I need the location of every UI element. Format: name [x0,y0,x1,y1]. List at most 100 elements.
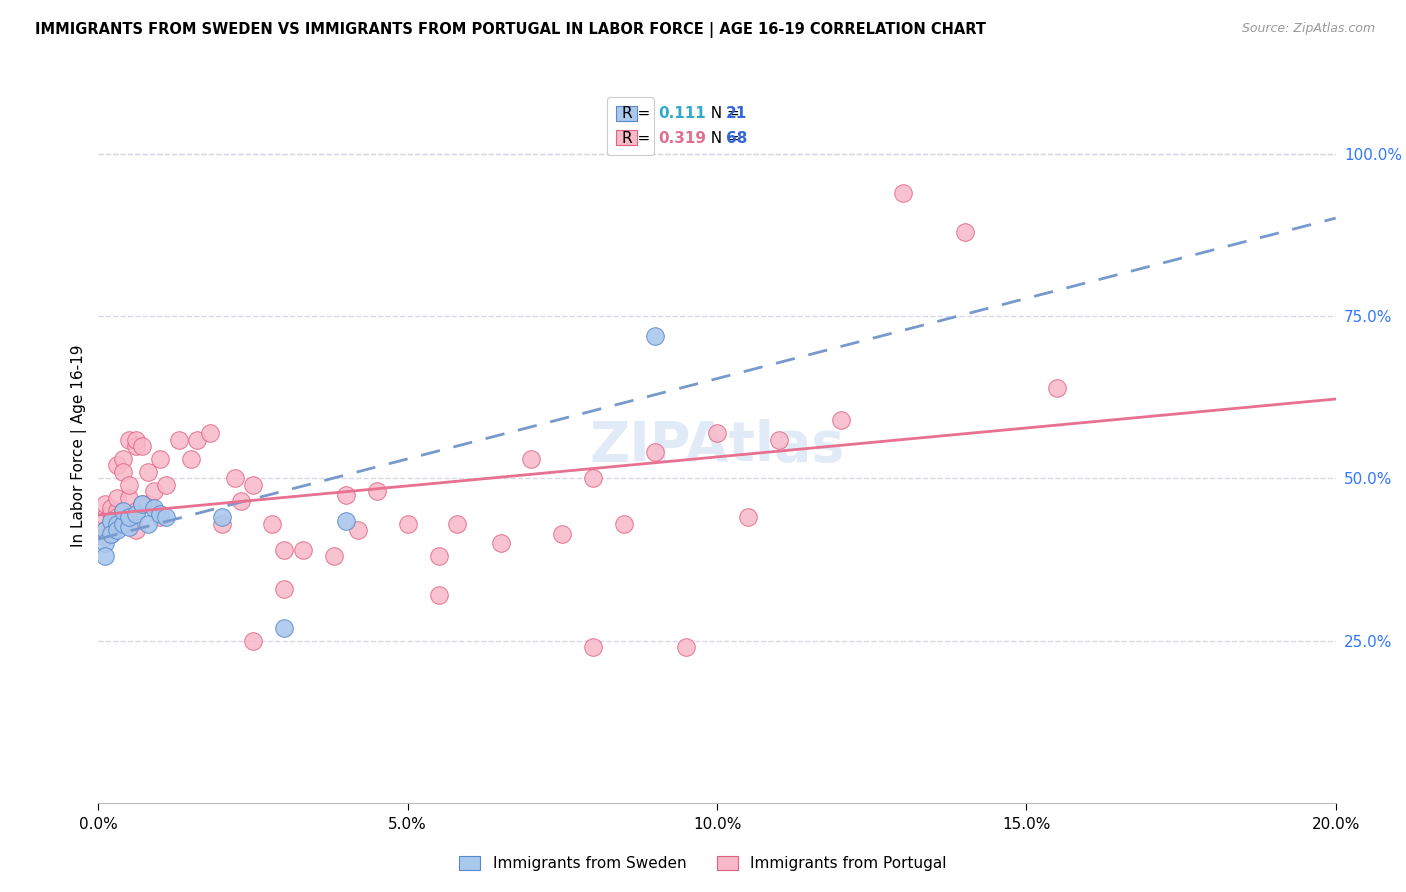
Point [273,542,295,557]
Legend: , : , [607,97,654,154]
Point [131,439,153,453]
Point [118,510,141,524]
Point [112,504,135,518]
Text: 0.111: 0.111 [658,105,706,120]
Point [112,504,135,518]
Point [93,510,115,524]
Point [93,530,115,544]
Point [830,413,852,427]
Point [118,491,141,505]
Point [118,433,141,447]
Point [118,520,141,534]
Point [100,516,122,531]
Point [105,516,128,531]
Point [644,445,666,459]
Point [143,484,166,499]
Point [93,536,115,550]
Point [675,640,697,654]
Text: Source: ZipAtlas.com: Source: ZipAtlas.com [1241,22,1375,36]
Point [105,524,128,538]
Point [291,542,314,557]
Point [124,507,146,521]
Point [136,516,159,531]
Point [100,526,122,541]
Point [273,582,295,596]
Point [93,524,115,538]
Point [582,640,605,654]
Text: R =: R = [621,105,655,120]
Point [149,510,172,524]
Point [131,497,153,511]
Point [167,433,190,447]
Legend: Immigrants from Sweden, Immigrants from Portugal: Immigrants from Sweden, Immigrants from … [453,849,953,877]
Point [124,504,146,518]
Text: N =: N = [700,105,744,120]
Point [143,500,166,515]
Text: N =: N = [700,131,744,146]
Point [112,465,135,479]
Point [582,471,605,485]
Point [112,452,135,467]
Point [136,465,159,479]
Point [186,433,208,447]
Point [242,633,264,648]
Point [427,549,450,564]
Point [322,549,344,564]
Point [347,524,370,538]
Point [891,186,914,200]
Point [118,478,141,492]
Point [768,433,790,447]
Point [155,478,177,492]
Point [953,225,976,239]
Point [124,439,146,453]
Point [211,516,233,531]
Point [112,516,135,531]
Point [198,425,221,440]
Point [335,488,357,502]
Point [551,526,574,541]
Point [613,516,636,531]
Point [211,510,233,524]
Text: ZIPAtlas: ZIPAtlas [589,419,845,473]
Point [105,491,128,505]
Text: R =: R = [621,131,655,146]
Point [118,510,141,524]
Point [180,452,202,467]
Point [224,471,246,485]
Point [93,549,115,564]
Point [100,500,122,515]
Point [105,504,128,518]
Point [366,484,388,499]
Text: 0.319: 0.319 [658,131,706,146]
Point [737,510,759,524]
Point [242,478,264,492]
Text: 21: 21 [725,105,747,120]
Text: 68: 68 [725,131,748,146]
Point [93,497,115,511]
Point [131,497,153,511]
Point [229,494,252,508]
Point [112,510,135,524]
Point [100,526,122,541]
Point [260,516,283,531]
Point [105,458,128,473]
Point [100,507,122,521]
Point [100,514,122,528]
Point [149,452,172,467]
Point [520,452,543,467]
Point [1046,381,1069,395]
Point [105,510,128,524]
Y-axis label: In Labor Force | Age 16-19: In Labor Force | Age 16-19 [72,344,87,548]
Point [136,497,159,511]
Text: IMMIGRANTS FROM SWEDEN VS IMMIGRANTS FROM PORTUGAL IN LABOR FORCE | AGE 16-19 CO: IMMIGRANTS FROM SWEDEN VS IMMIGRANTS FRO… [35,22,986,38]
Point [644,328,666,343]
Point [149,507,172,521]
Point [446,516,468,531]
Point [335,514,357,528]
Point [124,524,146,538]
Point [427,588,450,602]
Point [124,433,146,447]
Point [93,524,115,538]
Point [706,425,728,440]
Point [155,510,177,524]
